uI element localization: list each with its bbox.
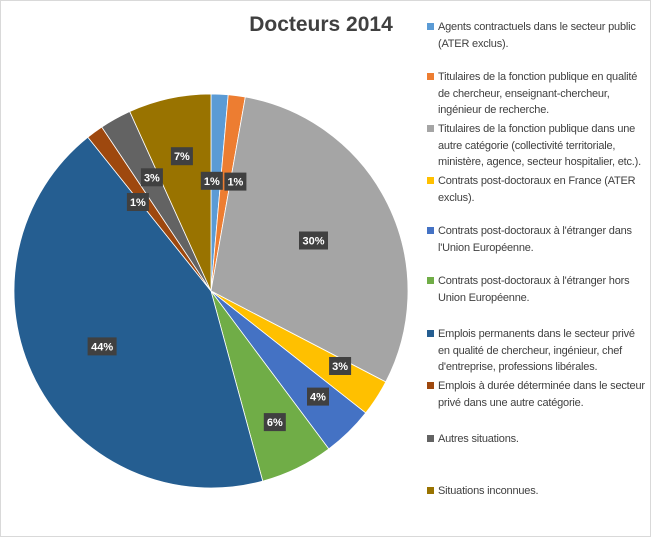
- data-label: 4%: [307, 387, 329, 406]
- data-label-box: [263, 413, 286, 432]
- legend-label: Situations inconnues.: [438, 485, 539, 497]
- legend-swatch: [427, 23, 434, 30]
- legend-swatch: [427, 73, 434, 80]
- data-label: 3%: [140, 168, 163, 187]
- data-label-box: [307, 387, 329, 406]
- data-label: 44%: [87, 337, 117, 356]
- chart-legend: Agents contractuels dans le secteur publ…: [427, 1, 649, 538]
- data-label-box: [87, 337, 117, 356]
- data-label-box: [200, 171, 223, 190]
- data-label-text: 3%: [144, 172, 160, 184]
- data-label-text: 1%: [227, 177, 243, 189]
- data-label-box: [224, 172, 247, 191]
- data-label-box: [170, 147, 193, 166]
- legend-label: Contrats post-doctoraux à l'étranger hor…: [438, 275, 630, 304]
- legend-label: Emplois permanents dans le secteur privé…: [438, 328, 635, 373]
- data-label-text: 30%: [302, 236, 324, 248]
- legend-label: Contrats post-doctoraux en France (ATER …: [438, 175, 636, 204]
- data-label-text: 7%: [174, 151, 190, 163]
- legend-swatch: [427, 487, 434, 494]
- legend-label: Contrats post-doctoraux à l'étranger dan…: [438, 225, 632, 254]
- data-label-text: 4%: [310, 392, 326, 404]
- pie-chart: 1% 1% 30% 3% 4% 6% 44% 1% 3% 7%: [13, 93, 409, 489]
- legend-label: Agents contractuels dans le secteur publ…: [438, 21, 636, 50]
- data-label-box: [329, 357, 352, 375]
- legend-swatch: [427, 382, 434, 389]
- data-label: 1%: [224, 172, 247, 191]
- chart-title: Docteurs 2014: [249, 13, 393, 36]
- data-label-box: [299, 231, 328, 250]
- legend-swatch: [427, 330, 434, 337]
- pie-slice: [13, 136, 264, 489]
- data-label-text: 3%: [332, 361, 348, 373]
- data-label-box: [140, 168, 163, 187]
- data-label-text: 6%: [267, 417, 283, 429]
- data-label: 7%: [170, 147, 193, 166]
- data-label: 3%: [329, 357, 352, 375]
- data-label: 1%: [200, 171, 223, 190]
- legend-swatch: [427, 227, 434, 234]
- data-label: 30%: [299, 231, 328, 250]
- legend-swatch: [427, 177, 434, 184]
- data-label-box: [126, 193, 149, 211]
- data-label: 6%: [263, 413, 286, 432]
- legend-label: Emplois à durée déterminée dans le secte…: [438, 380, 645, 409]
- legend-label: Autres situations.: [438, 433, 519, 445]
- legend-swatch: [427, 277, 434, 284]
- legend-label: Titulaires de la fonction publique en qu…: [438, 71, 638, 116]
- data-label-text: 1%: [204, 176, 220, 188]
- pie-slice: [129, 93, 212, 292]
- data-label: 1%: [126, 193, 149, 211]
- legend-label: Titulaires de la fonction publique dans …: [438, 123, 641, 168]
- data-label-text: 44%: [91, 341, 113, 353]
- legend-swatch: [427, 125, 434, 132]
- legend-swatch: [427, 435, 434, 442]
- data-label-text: 1%: [130, 197, 146, 209]
